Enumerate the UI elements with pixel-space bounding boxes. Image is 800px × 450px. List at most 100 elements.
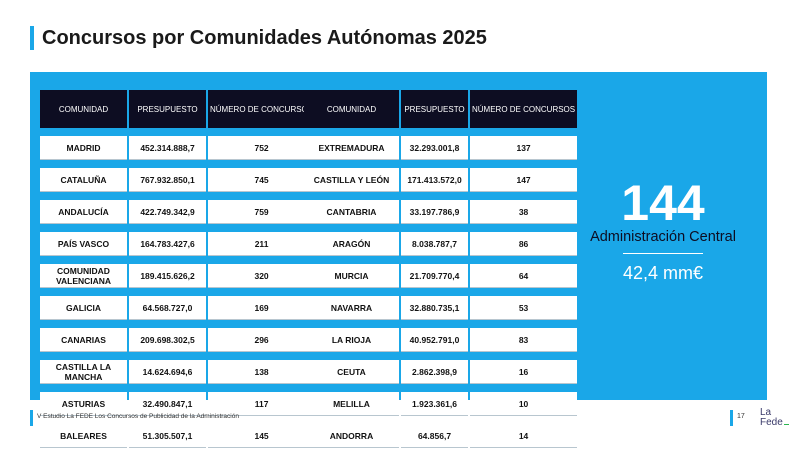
cell-concursos: 745 [208,168,316,192]
cell-presupuesto: 189.415.626,2 [129,264,206,288]
spacer-cell [304,258,399,262]
cell-presupuesto: 40.952.791,0 [401,328,468,352]
cell-presupuesto: 32.490.847,1 [129,392,206,416]
cell-concursos: 759 [208,200,316,224]
spacer-cell [129,354,206,358]
cell-comunidad: EXTREMADURA [304,136,399,160]
cell-concursos: 137 [470,136,578,160]
page-number: 17 [737,413,745,420]
row-spacer [304,290,577,294]
table-row: LA RIOJA 40.952.791,0 83 [304,328,578,352]
spacer-cell [129,194,206,198]
table-row: CATALUÑA 767.932.850,1 745 [40,168,316,192]
cell-concursos: 83 [470,328,578,352]
communities-table-right: COMUNIDAD PRESUPUESTO NÚMERO DE CONCURSO… [302,88,579,450]
spacer-cell [208,386,315,390]
spacer-cell [40,226,127,230]
cell-presupuesto: 171.413.572,0 [401,168,468,192]
table-row: EXTREMADURA 32.293.001,8 137 [304,136,578,160]
cell-comunidad: COMUNIDAD VALENCIANA [40,264,127,288]
cell-concursos: 10 [470,392,578,416]
cell-comunidad: LA RIOJA [304,328,399,352]
table-row: CANTABRIA 33.197.786,9 38 [304,200,578,224]
spacer-cell [401,386,468,390]
spacer-cell [208,226,315,230]
spacer-cell [129,322,206,326]
cell-concursos: 211 [208,232,316,256]
spacer-cell [40,354,127,358]
central-admin-label: Administración Central [590,229,736,245]
row-spacer [40,322,315,326]
cell-comunidad: CASTILLA Y LEÓN [304,168,399,192]
table-header-row: COMUNIDAD PRESUPUESTO NÚMERO DE CONCURSO… [304,90,578,128]
spacer-cell [304,130,399,134]
row-spacer [304,322,577,326]
table-row: ANDORRA 64.856,7 14 [304,424,578,448]
cell-comunidad: BALEARES [40,424,127,448]
stat-divider [623,253,703,254]
column-header-presupuesto: PRESUPUESTO [401,90,468,128]
spacer-cell [40,162,127,166]
logo-underscore [783,424,789,425]
cell-concursos: 38 [470,200,578,224]
cell-concursos: 86 [470,232,578,256]
cell-concursos: 169 [208,296,316,320]
spacer-cell [401,258,468,262]
table-row: MELILLA 1.923.361,6 10 [304,392,578,416]
cell-concursos: 16 [470,360,578,384]
table-row: ARAGÓN 8.038.787,7 86 [304,232,578,256]
cell-comunidad: ARAGÓN [304,232,399,256]
spacer-cell [304,386,399,390]
spacer-cell [129,386,206,390]
row-spacer [304,130,577,134]
cell-presupuesto: 64.856,7 [401,424,468,448]
cell-presupuesto: 164.783.427,6 [129,232,206,256]
row-spacer [304,258,577,262]
spacer-cell [470,418,577,422]
cell-presupuesto: 2.862.398,9 [401,360,468,384]
spacer-cell [470,162,577,166]
spacer-cell [208,258,315,262]
cell-concursos: 296 [208,328,316,352]
cell-concursos: 117 [208,392,316,416]
cell-concursos: 53 [470,296,578,320]
spacer-cell [40,322,127,326]
spacer-cell [401,194,468,198]
cell-concursos: 320 [208,264,316,288]
page-title: Concursos por Comunidades Autónomas 2025 [42,27,487,49]
row-spacer [40,386,315,390]
cell-comunidad: CASTILLA LA MANCHA [40,360,127,384]
spacer-cell [470,322,577,326]
cell-presupuesto: 8.038.787,7 [401,232,468,256]
cell-comunidad: CEUTA [304,360,399,384]
spacer-cell [129,226,206,230]
row-spacer [40,226,315,230]
row-spacer [40,194,315,198]
table-row: GALICIA 64.568.727,0 169 [40,296,316,320]
spacer-cell [401,162,468,166]
cell-comunidad: ASTURIAS [40,392,127,416]
central-admin-count: 144 [621,175,705,231]
row-spacer [304,386,577,390]
spacer-cell [208,194,315,198]
cell-presupuesto: 21.709.770,4 [401,264,468,288]
spacer-cell [208,322,315,326]
cell-comunidad: GALICIA [40,296,127,320]
table-row: CEUTA 2.862.398,9 16 [304,360,578,384]
spacer-cell [208,162,315,166]
spacer-cell [304,418,399,422]
cell-comunidad: CANARIAS [40,328,127,352]
spacer-cell [304,162,399,166]
spacer-cell [129,162,206,166]
table-header-row: COMUNIDAD PRESUPUESTO NÚMERO DE CONCURSO… [40,90,316,128]
cell-comunidad: MELILLA [304,392,399,416]
cell-presupuesto: 14.624.694,6 [129,360,206,384]
spacer-cell [40,130,127,134]
spacer-cell [40,290,127,294]
column-header-comunidad: COMUNIDAD [304,90,399,128]
spacer-cell [401,290,468,294]
spacer-cell [401,418,468,422]
cell-concursos: 64 [470,264,578,288]
cell-presupuesto: 33.197.786,9 [401,200,468,224]
cell-presupuesto: 1.923.361,6 [401,392,468,416]
